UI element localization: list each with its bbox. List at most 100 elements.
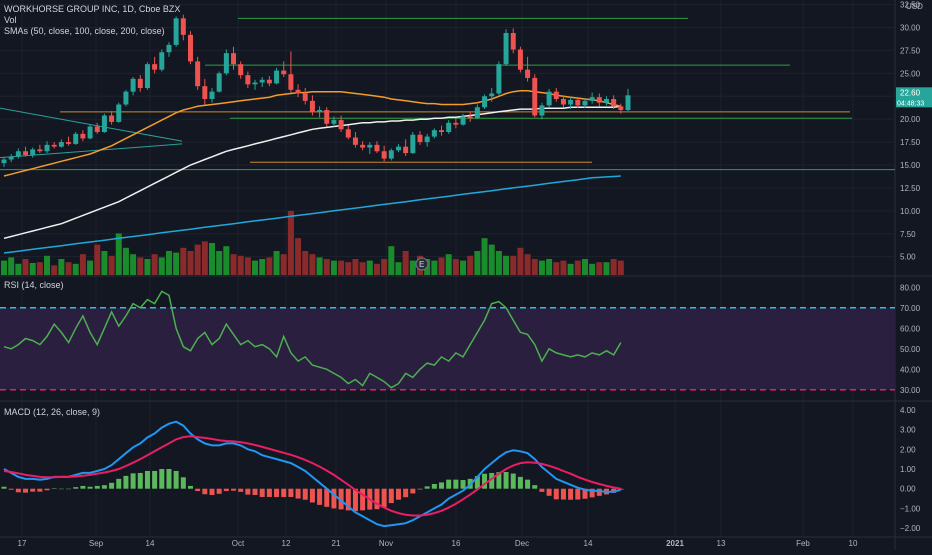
candle-body	[231, 53, 237, 65]
volume-bar	[366, 260, 373, 275]
last-price-label: 22.60	[900, 88, 921, 97]
candle-body	[446, 122, 452, 132]
candle-body	[166, 44, 172, 53]
candle-body	[123, 91, 129, 105]
vol-legend[interactable]: Vol	[4, 15, 17, 25]
volume-bar	[302, 251, 309, 275]
time-axis-label: 17	[18, 539, 27, 548]
candle-body	[1, 159, 7, 164]
volume-bar	[108, 255, 115, 275]
symbol-title[interactable]: WORKHORSE GROUP INC, 1D, Cboe BZX	[4, 4, 181, 14]
candle-body	[424, 136, 430, 143]
macd-histogram-bar	[266, 488, 272, 497]
macd-histogram-bar	[295, 488, 301, 499]
volume-bar	[488, 244, 495, 275]
candle-body	[560, 99, 566, 105]
macd-histogram-bar	[130, 473, 136, 489]
macd-histogram-bar	[94, 485, 100, 489]
rsi-legend[interactable]: RSI (14, close)	[4, 280, 64, 290]
volume-bar	[280, 254, 287, 275]
macd-histogram-bar	[309, 488, 315, 503]
volume-bar	[610, 259, 617, 275]
volume-bar	[503, 255, 510, 275]
macd-histogram-bar	[352, 488, 358, 512]
volume-bar	[388, 246, 395, 275]
candle-body	[288, 74, 294, 90]
macd-histogram-bar	[496, 472, 502, 489]
sma50-line	[3, 90, 621, 177]
macd-histogram-bar	[209, 488, 215, 496]
macd-histogram-bar	[403, 488, 409, 498]
macd-tick-label: 2.00	[900, 445, 916, 454]
candle-body	[388, 150, 394, 159]
volume-bar	[158, 257, 165, 275]
macd-histogram-bar	[453, 479, 459, 489]
macd-histogram-bar	[159, 469, 165, 489]
candle-body	[403, 146, 409, 154]
time-axis-label: Dec	[515, 539, 529, 548]
candle-body	[374, 144, 380, 152]
volume-bar	[581, 259, 588, 275]
macd-legend[interactable]: MACD (12, 26, close, 9)	[4, 407, 101, 417]
price-tick-label: 20.00	[900, 115, 921, 124]
volume-bar	[252, 260, 259, 275]
macd-tick-label: 0.00	[900, 485, 916, 494]
macd-histogram-bar	[51, 488, 57, 489]
rsi-legend-wrap: RSI (14, close)	[4, 280, 64, 291]
volume-bar	[201, 241, 208, 275]
volume-bar	[101, 251, 108, 275]
price-tick-label: 27.50	[900, 46, 921, 55]
candle-body	[51, 144, 57, 147]
volume-bar	[287, 211, 294, 275]
volume-bar	[567, 263, 574, 275]
macd-histogram-bar	[331, 488, 337, 509]
macd-histogram-bar	[30, 488, 36, 492]
macd-tick-label: 4.00	[900, 406, 916, 415]
volume-bar	[517, 247, 524, 275]
macd-histogram-bar	[503, 471, 509, 489]
macd-histogram-bar	[252, 488, 258, 496]
time-axis-label: 10	[849, 539, 858, 548]
volume-bar	[94, 244, 101, 275]
time-axis-label: Sep	[89, 539, 104, 548]
volume-bar	[452, 259, 459, 275]
candle-body	[345, 129, 351, 138]
macd-histogram-bar	[259, 488, 265, 497]
candle-body	[173, 18, 179, 45]
price-tick-label: 17.50	[900, 138, 921, 147]
sma-legend[interactable]: SMAs (50, close, 100, close, 200, close)	[4, 26, 165, 36]
macd-histogram-bar	[152, 470, 158, 489]
macd-histogram-bar	[80, 485, 86, 489]
macd-histogram-bar	[137, 472, 143, 489]
volume-bar	[510, 255, 517, 275]
macd-histogram-bar	[317, 488, 323, 505]
macd-histogram-bar	[489, 472, 495, 489]
volume-bar	[8, 257, 15, 275]
candle-body	[58, 142, 64, 147]
candle-body	[109, 115, 115, 122]
volume-bar	[223, 246, 230, 275]
candle-body	[395, 146, 401, 151]
macd-tick-label: −2.00	[900, 524, 921, 533]
volume-bar	[295, 238, 302, 275]
time-axis-label: 13	[717, 539, 726, 548]
macd-histogram-bar	[202, 488, 208, 495]
volume-bar	[266, 257, 273, 275]
candle-body	[202, 86, 208, 99]
volume-bar	[72, 263, 79, 275]
signal-line	[3, 435, 621, 517]
macd-histogram-bar	[560, 488, 566, 500]
candle-body	[453, 122, 459, 125]
macd-histogram-bar	[274, 488, 280, 497]
macd-histogram-bar	[446, 479, 452, 489]
macd-histogram-bar	[58, 488, 64, 490]
candle-body	[582, 100, 588, 106]
macd-histogram-bar	[101, 485, 107, 489]
time-axis-label: Oct	[232, 539, 245, 548]
macd-histogram-bar	[596, 488, 602, 496]
volume-bar	[216, 251, 223, 275]
rsi-tick-label: 50.00	[900, 345, 921, 354]
time-axis-label: 2021	[666, 539, 684, 548]
